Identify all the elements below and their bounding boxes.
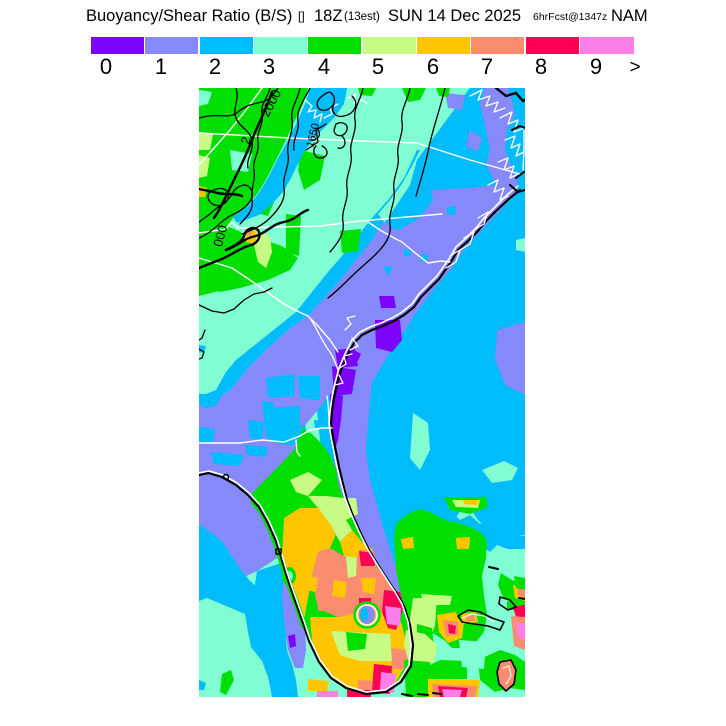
- svg-text:Buoyancy/Shear Ratio (B/S): Buoyancy/Shear Ratio (B/S): [86, 7, 292, 25]
- svg-text:2: 2: [209, 54, 221, 79]
- svg-text:5: 5: [372, 54, 384, 79]
- svg-text:NAM: NAM: [611, 7, 648, 25]
- svg-text:[]: []: [298, 9, 305, 23]
- svg-text:6hrFcst@1347z: 6hrFcst@1347z: [533, 11, 607, 23]
- svg-text:4: 4: [318, 54, 330, 79]
- svg-text:18Z: 18Z: [314, 7, 342, 25]
- svg-text:6: 6: [427, 54, 439, 79]
- svg-text:9: 9: [590, 54, 602, 79]
- svg-text:SUN 14 Dec 2025: SUN 14 Dec 2025: [388, 7, 521, 25]
- svg-text:8: 8: [535, 54, 547, 79]
- svg-text:3: 3: [263, 54, 275, 79]
- svg-text:>: >: [629, 57, 640, 78]
- svg-text:(13est): (13est): [344, 11, 380, 23]
- svg-text:1: 1: [155, 54, 167, 79]
- svg-text:7: 7: [481, 54, 493, 79]
- svg-text:0: 0: [100, 54, 112, 79]
